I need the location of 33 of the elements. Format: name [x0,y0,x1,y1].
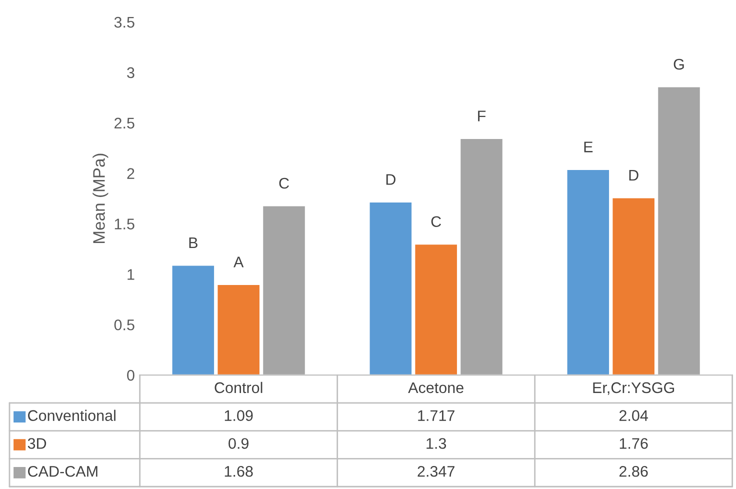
y-axis-title: Mean (MPa) [92,154,108,244]
legend-label: Conventional [28,410,116,421]
annotation: A [234,256,244,268]
y-tick-label: 1 [128,269,134,280]
annotation: G [674,58,684,70]
annotation: F [478,110,486,122]
x-tick-label: Acetone [408,382,464,394]
x-tick-label: Control [214,382,262,394]
y-tick-label: 3.5 [114,16,134,28]
data-label: 1.68 [224,466,253,477]
legend-label: CAD-CAM [28,466,98,477]
data-label: 1.09 [224,410,253,421]
annotation: D [629,170,638,180]
y-tick-label: 3 [127,67,134,78]
data-label: 1.717 [418,410,454,421]
annotation: B [189,238,198,248]
legend-label: 3D [28,438,46,449]
x-tick-label: Er,Cr:YSGG [593,382,674,395]
annotation: C [431,216,442,228]
y-tick-label: 0 [127,370,134,381]
data-label: 2.347 [418,466,454,477]
annotation: D [386,174,396,185]
y-tick-label: 0.5 [114,319,134,330]
y-tick-label: 1.5 [114,218,134,230]
data-label: 1.3 [426,438,446,449]
data-label: 1.76 [620,438,648,449]
annotation: C [279,178,289,189]
y-tick-label: 2.5 [114,118,134,129]
data-label: 0.9 [228,438,248,449]
data-label: 2.04 [619,410,648,421]
annotation: E [584,142,593,152]
data-label: 2.86 [619,466,648,477]
y-tick-label: 2 [127,168,134,179]
